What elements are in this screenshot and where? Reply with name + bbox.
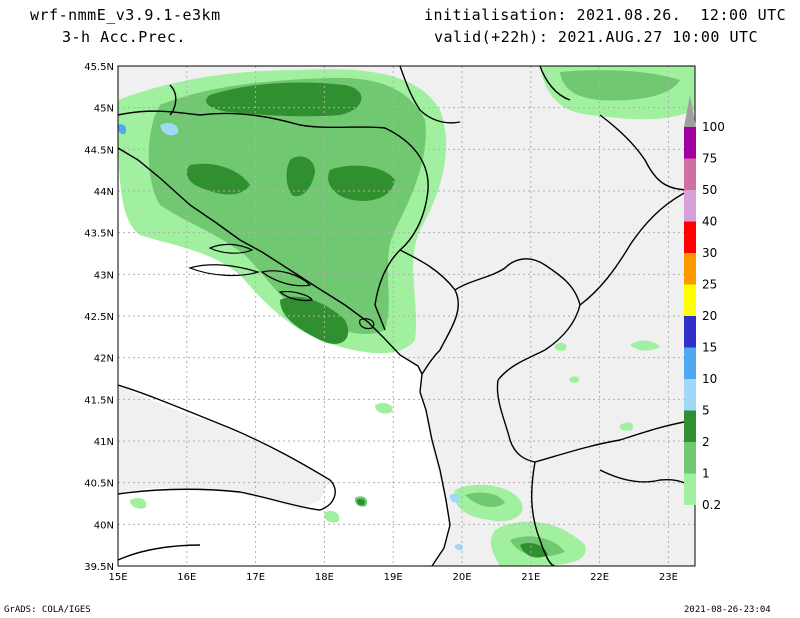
lat-tick-label: 40.5N: [84, 479, 114, 490]
lon-tick-label: 23E: [659, 572, 678, 583]
lat-tick-label: 45N: [94, 104, 114, 115]
colorbar-swatch: [684, 410, 696, 442]
lon-tick-label: 18E: [315, 572, 334, 583]
precip-1-2: [148, 70, 680, 557]
colorbar-swatch: [684, 473, 696, 505]
axis-ticks: 45.5N 45N 44.5N 44N 43.5N 43N 42.5N 42N 41.5N 41N…: [84, 62, 678, 583]
colorbar-label: 1: [702, 467, 710, 481]
colorbar-swatch: [684, 221, 696, 253]
lat-tick-label: 44.5N: [84, 145, 114, 156]
borders-and-coastlines: [118, 66, 695, 566]
model-title: wrf-nmmE_v3.9.1-e3km: [30, 6, 221, 24]
colorbar-swatch: [684, 442, 696, 474]
colorbar-swatch: [684, 158, 696, 190]
lat-tick-label: 45.5N: [84, 62, 114, 73]
colorbar-label: 20: [702, 309, 717, 323]
tyrrhenian-coast-sea: [118, 385, 330, 510]
colorbar: 100 75 50 40 30 25 20 15 10 5 2 1 0.2: [684, 95, 725, 512]
precip-5-10: [160, 122, 463, 551]
dalmatian-islands: [188, 243, 375, 330]
colorbar-label: 40: [702, 215, 717, 229]
colorbar-swatch: [684, 190, 696, 222]
colorbar-label: 100: [702, 120, 725, 134]
precip-10-15: [118, 124, 127, 135]
lat-tick-label: 42N: [94, 354, 114, 365]
colorbar-swatch: [684, 316, 696, 348]
lat-tick-label: 42.5N: [84, 312, 114, 323]
lat-tick-label: 44N: [94, 187, 114, 198]
valid-time: valid(+22h): 2021.AUG.27 10:00 UTC: [434, 28, 759, 46]
map-area: [118, 66, 695, 566]
colorbar-label: 50: [702, 183, 717, 197]
colorbar-label: 2: [702, 435, 710, 449]
footer-timestamp: 2021-08-26-23:04: [684, 605, 771, 615]
lat-tick-label: 43.5N: [84, 229, 114, 240]
colorbar-swatch: [684, 379, 696, 411]
init-time: initialisation: 2021.08.26. 12:00 UTC: [424, 6, 787, 24]
lat-tick-label: 39.5N: [84, 562, 114, 573]
lat-tick-label: 41.5N: [84, 395, 114, 406]
lon-tick-label: 15E: [108, 572, 127, 583]
lon-tick-label: 20E: [452, 572, 471, 583]
footer-credit: GrADS: COLA/IGES: [4, 605, 91, 615]
lon-tick-label: 21E: [521, 572, 540, 583]
colorbar-label: 75: [702, 152, 717, 166]
colorbar-label: 10: [702, 372, 717, 386]
colorbar-label: 15: [702, 341, 717, 355]
colorbar-swatch: [684, 127, 696, 159]
colorbar-swatch: [684, 253, 696, 285]
lon-tick-label: 22E: [590, 572, 609, 583]
colorbar-top-arrow: [684, 95, 696, 127]
lat-tick-label: 40N: [94, 520, 114, 531]
colorbar-swatch: [684, 347, 696, 379]
colorbar-label: 5: [702, 404, 710, 418]
lon-tick-label: 16E: [177, 572, 196, 583]
lon-tick-label: 17E: [246, 572, 265, 583]
field-title: 3-h Acc.Prec.: [62, 28, 186, 46]
colorbar-label: 25: [702, 278, 717, 292]
lat-tick-label: 41N: [94, 437, 114, 448]
colorbar-label: 0.2: [702, 498, 721, 512]
colorbar-swatch: [684, 284, 696, 316]
lon-tick-label: 19E: [384, 572, 403, 583]
colorbar-label: 30: [702, 246, 717, 260]
lat-tick-label: 43N: [94, 270, 114, 281]
